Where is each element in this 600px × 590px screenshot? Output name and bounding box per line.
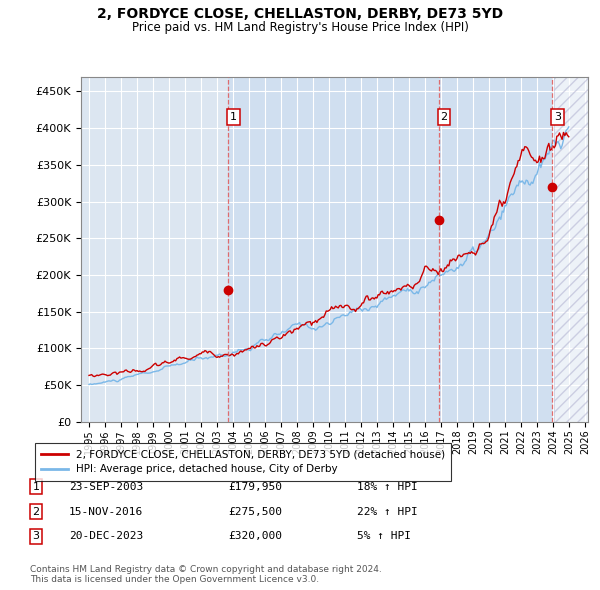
Text: Price paid vs. HM Land Registry's House Price Index (HPI): Price paid vs. HM Land Registry's House …	[131, 21, 469, 34]
Text: £179,950: £179,950	[228, 482, 282, 491]
Text: 1: 1	[32, 482, 40, 491]
Text: 15-NOV-2016: 15-NOV-2016	[69, 507, 143, 516]
Bar	[229, 77, 552, 422]
Text: 3: 3	[32, 532, 40, 541]
Text: Contains HM Land Registry data © Crown copyright and database right 2024.: Contains HM Land Registry data © Crown c…	[30, 565, 382, 574]
Legend: 2, FORDYCE CLOSE, CHELLASTON, DERBY, DE73 5YD (detached house), HPI: Average pri: 2, FORDYCE CLOSE, CHELLASTON, DERBY, DE7…	[35, 443, 451, 481]
Text: This data is licensed under the Open Government Licence v3.0.: This data is licensed under the Open Gov…	[30, 575, 319, 584]
Text: 23-SEP-2003: 23-SEP-2003	[69, 482, 143, 491]
Text: 18% ↑ HPI: 18% ↑ HPI	[357, 482, 418, 491]
Bar	[554, 77, 588, 422]
Text: £275,500: £275,500	[228, 507, 282, 516]
Text: 5% ↑ HPI: 5% ↑ HPI	[357, 532, 411, 541]
Text: 22% ↑ HPI: 22% ↑ HPI	[357, 507, 418, 516]
Text: 1: 1	[230, 112, 237, 122]
Text: 2: 2	[32, 507, 40, 516]
Text: 2: 2	[440, 112, 448, 122]
Text: £320,000: £320,000	[228, 532, 282, 541]
Text: 2, FORDYCE CLOSE, CHELLASTON, DERBY, DE73 5YD: 2, FORDYCE CLOSE, CHELLASTON, DERBY, DE7…	[97, 7, 503, 21]
Text: 3: 3	[554, 112, 561, 122]
Text: 20-DEC-2023: 20-DEC-2023	[69, 532, 143, 541]
